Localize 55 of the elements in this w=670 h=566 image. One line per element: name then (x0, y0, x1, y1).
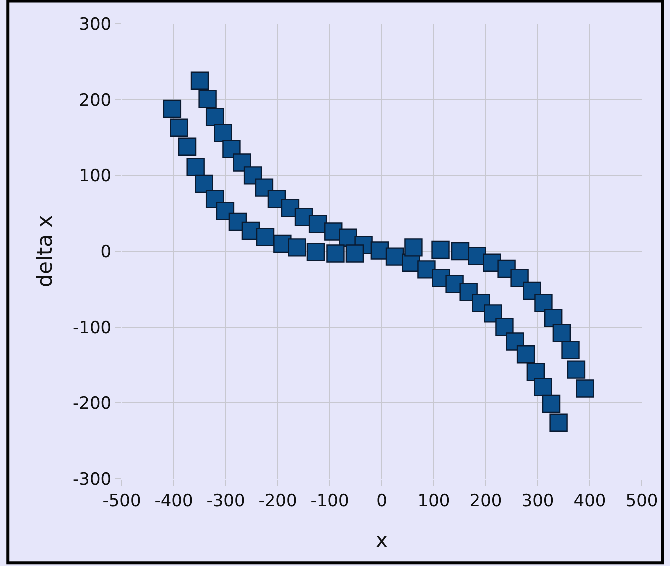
x-tick-label: 500 (626, 491, 658, 512)
point (484, 304, 502, 323)
point (516, 346, 536, 364)
y-tick-label: 100 (79, 166, 112, 187)
point (562, 340, 580, 360)
y-tick-label: -100 (73, 318, 112, 338)
point (170, 118, 188, 137)
point (544, 309, 563, 328)
point (288, 238, 306, 257)
point (418, 260, 436, 279)
point (552, 324, 572, 342)
point (576, 380, 594, 398)
x-tick-label: -300 (206, 491, 246, 512)
y-tick-label: 200 (79, 90, 112, 111)
point (178, 138, 197, 156)
x-tick-label: 0 (376, 491, 388, 512)
point (214, 124, 232, 142)
point (567, 360, 586, 379)
x-tick-label: -100 (310, 491, 350, 512)
point (496, 318, 514, 336)
point (346, 244, 364, 263)
y-tick-label: -200 (73, 394, 112, 414)
point (190, 72, 210, 90)
point (451, 242, 470, 261)
point (186, 158, 205, 176)
point (206, 108, 224, 126)
point (534, 378, 552, 396)
point (510, 268, 529, 288)
y-tick-label: 300 (79, 14, 112, 35)
point (534, 294, 553, 312)
x-axis-title: x (376, 528, 388, 553)
point (163, 100, 182, 118)
x-tick-label: -200 (258, 491, 298, 512)
point (306, 243, 326, 262)
x-tick-label: 400 (574, 491, 606, 512)
x-tick-label: -500 (102, 491, 142, 512)
point (308, 215, 328, 234)
y-axis-title: delta x (33, 215, 58, 288)
point (195, 174, 214, 194)
x-tick-label: 100 (418, 491, 450, 512)
point (386, 248, 404, 266)
y-tick-label: -300 (73, 470, 112, 490)
point (222, 140, 241, 158)
y-tick-label: 0 (100, 242, 112, 262)
point (370, 242, 390, 260)
x-tick-label: 300 (522, 491, 554, 512)
point (432, 240, 450, 260)
point (550, 414, 568, 432)
point (198, 90, 217, 108)
point (256, 228, 275, 246)
point (542, 394, 561, 414)
x-tick-label: -400 (154, 491, 194, 512)
point (326, 244, 345, 263)
point (404, 238, 423, 257)
x-tick-label: 200 (470, 491, 502, 512)
